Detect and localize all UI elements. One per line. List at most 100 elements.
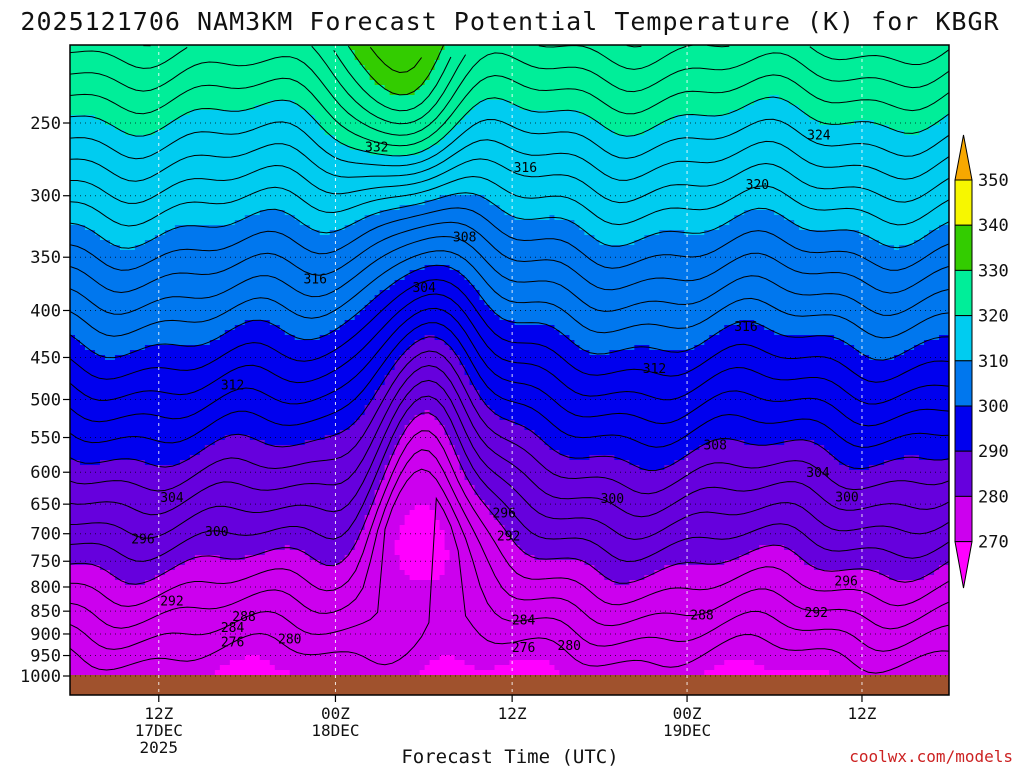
y-axis: 250 300 350 400 450 500 550 600 650 700 750 800 850 9…	[20, 114, 70, 687]
contour-band-cell	[70, 75, 371, 81]
contour-band-cell	[154, 235, 595, 241]
contour-band-cell	[494, 515, 949, 521]
contour-band-cell	[464, 470, 949, 476]
contour-band-cell	[70, 595, 949, 601]
contour-band-cell	[499, 315, 949, 321]
y-tick-label: 600	[30, 463, 61, 483]
contour-line	[70, 96, 949, 157]
contour-band-cell	[164, 125, 321, 131]
ground-surface	[70, 675, 949, 695]
contour-band-cell	[439, 140, 949, 146]
contour-band-cell	[664, 120, 820, 126]
contour-band-cell	[109, 240, 146, 246]
contour-band-cell	[199, 450, 396, 456]
contour-band-cell	[249, 435, 326, 441]
contour-band-cell	[579, 225, 720, 231]
contour-band-cell	[439, 50, 949, 56]
contour-band-cell	[289, 545, 356, 551]
contour-band-cell	[70, 630, 949, 636]
contour-band-cell	[609, 350, 860, 356]
contour-band-cell	[70, 565, 101, 571]
contour-band-cell	[549, 445, 700, 451]
contour-band-cell	[384, 465, 461, 471]
contour-band-cell	[604, 125, 655, 131]
contour-band-cell	[99, 235, 156, 241]
contour-line	[70, 139, 949, 182]
contour-band-cell	[244, 555, 311, 561]
contour-label: 332	[365, 141, 388, 156]
contour-band-cell	[234, 220, 301, 226]
contour-band-cell	[404, 275, 466, 281]
contour-band-cell	[369, 150, 421, 156]
contour-band-cell	[394, 450, 456, 456]
contour-band-cell	[269, 660, 431, 666]
contour-band-cell	[559, 450, 690, 456]
contour-band-cell	[219, 665, 276, 671]
contour-band-cell	[554, 665, 715, 671]
contour-band-cell	[629, 460, 675, 466]
contour-band-cell	[214, 440, 266, 446]
contour-band-cell	[154, 130, 326, 136]
contour-band-cell	[574, 340, 705, 346]
contour-band-cell	[504, 530, 949, 536]
contour-band-cell	[70, 90, 391, 96]
contour-band-cell	[469, 375, 949, 381]
contour-band-cell	[399, 555, 451, 561]
contour-band-cell	[914, 240, 949, 246]
contour-band-cell	[424, 200, 491, 206]
contour-band-cell	[389, 370, 466, 376]
contour-band-cell	[479, 495, 949, 501]
contour-band-cell	[114, 355, 401, 361]
contour-label: 292	[160, 595, 183, 610]
contour-band-cell	[70, 110, 191, 116]
contour-band-cell	[84, 225, 176, 231]
contour-band-cell	[444, 570, 600, 576]
contour-label: 312	[643, 362, 666, 377]
contour-band-cell	[489, 405, 949, 411]
contour-line	[70, 430, 949, 607]
colorbar-label: 270	[978, 533, 1009, 553]
contour-label: 296	[492, 506, 515, 521]
contour-band-cell	[764, 665, 949, 671]
contour-band-cell	[70, 160, 949, 166]
contour-band-cell	[314, 115, 466, 121]
contour-band-cell	[869, 235, 925, 241]
contour-band-cell	[449, 435, 541, 441]
contour-band-cell	[429, 410, 496, 416]
contour-band-cell	[70, 50, 356, 56]
contour-band-cell	[469, 110, 581, 116]
contour-band-cell	[369, 300, 486, 306]
contour-band-cell	[70, 170, 949, 176]
contour-band-cell	[359, 535, 401, 541]
contour-band-cell	[184, 560, 321, 566]
contour-band-cell	[70, 375, 386, 381]
contour-band-cell	[729, 110, 805, 116]
contour-band-cell	[399, 565, 446, 571]
contour-band-cell	[70, 205, 401, 211]
contour-band-cell	[364, 520, 406, 526]
contour-band-cell	[369, 75, 431, 81]
contour-band-cell	[839, 460, 885, 466]
contour-band-cell	[939, 335, 949, 341]
contour-band-cell	[134, 245, 895, 251]
contour-band-cell	[514, 215, 551, 221]
contour-label: 280	[558, 639, 581, 654]
contour-band-cell	[444, 560, 586, 566]
contour-band-cell	[70, 65, 366, 71]
contour-band-cell	[354, 545, 396, 551]
contour-band-cell	[70, 585, 949, 591]
contour-band-cell	[884, 460, 949, 466]
contour-band-cell	[409, 420, 441, 426]
contour-line	[70, 175, 949, 227]
contour-band-cell	[429, 505, 491, 511]
contour-band-cell	[70, 395, 376, 401]
contour-band-cell	[444, 45, 949, 51]
contour-band-cell	[454, 450, 561, 456]
contour-band-cell	[70, 510, 371, 516]
contour-band-cell	[379, 290, 481, 296]
contour-band-cell	[434, 515, 496, 521]
contour-band-cell	[70, 155, 949, 161]
contour-band-cell	[644, 235, 870, 241]
contour-band-cell	[70, 660, 231, 666]
